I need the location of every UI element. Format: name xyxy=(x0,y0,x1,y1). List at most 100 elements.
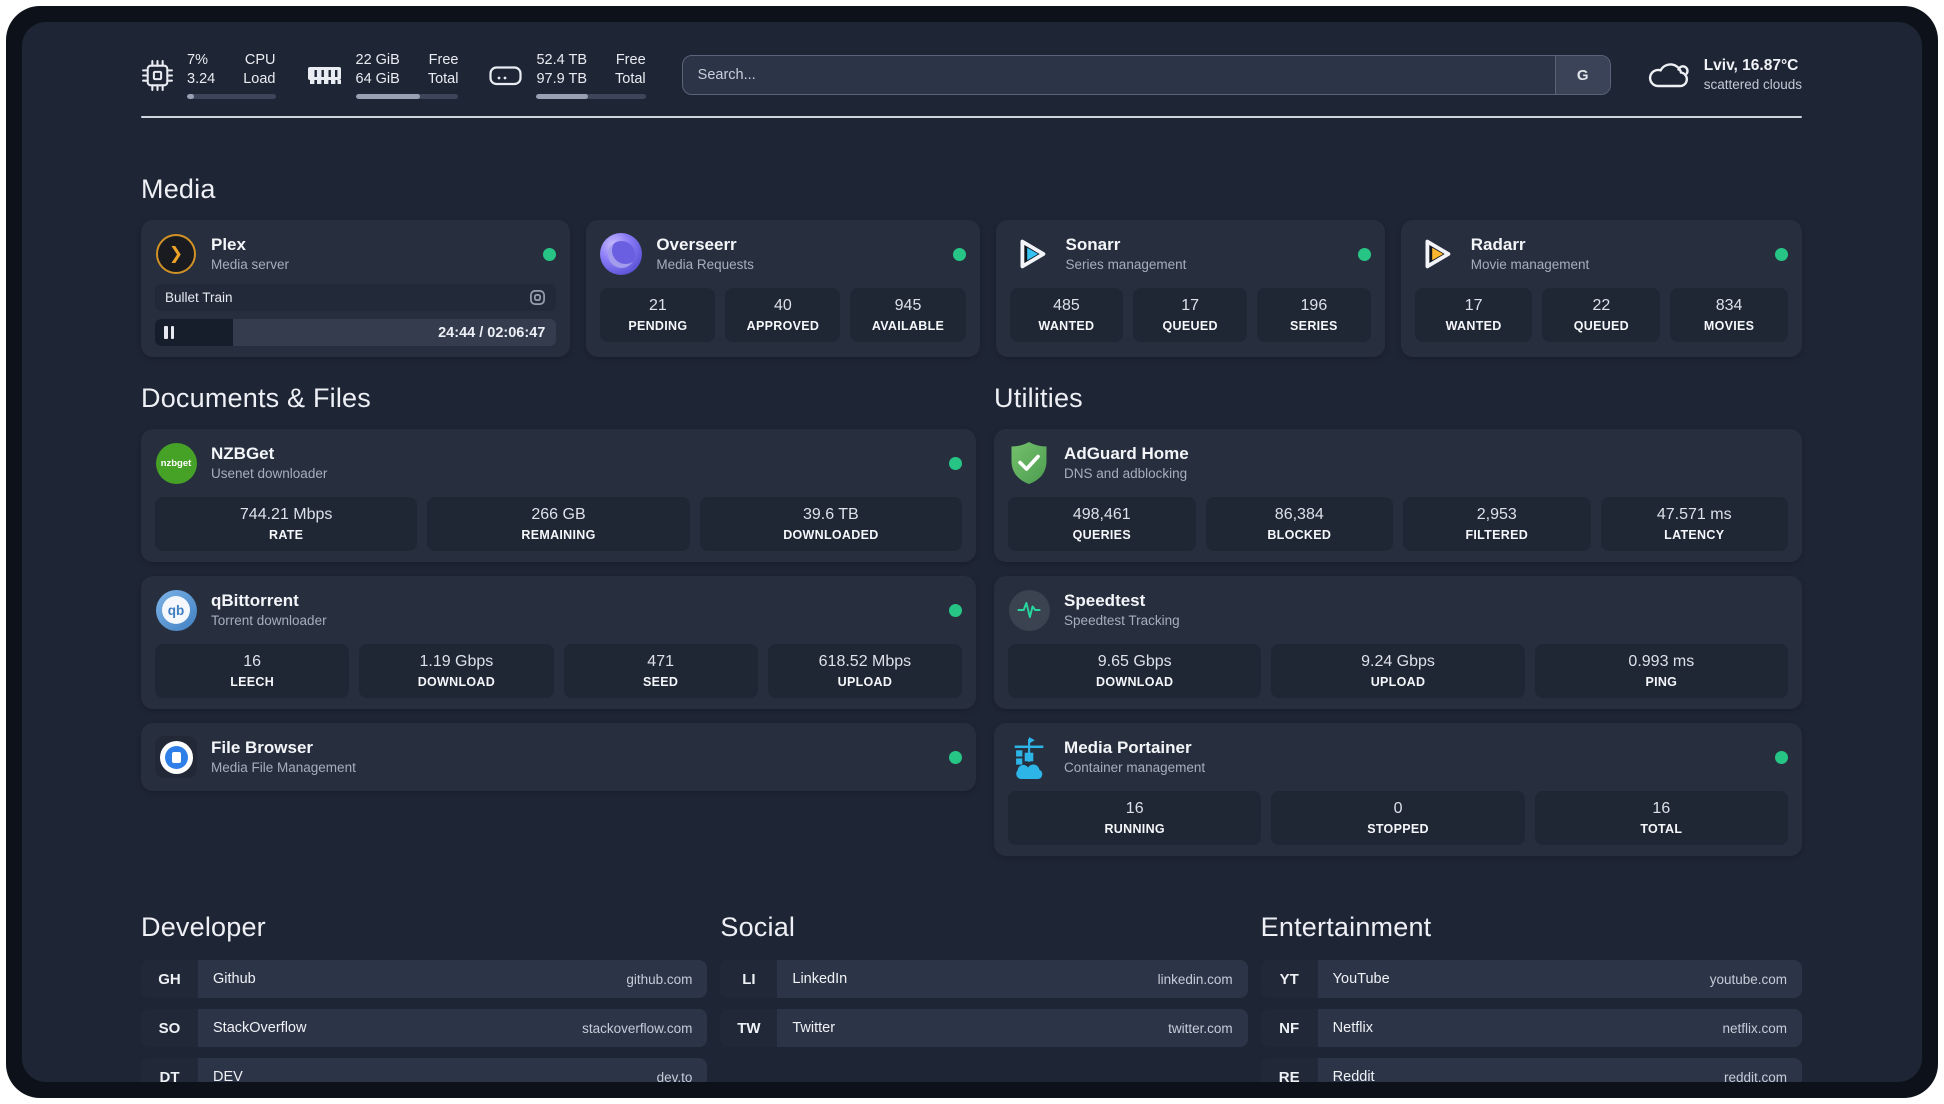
status-dot-online xyxy=(1774,750,1788,764)
bookmark-abbr: SO xyxy=(141,1009,198,1048)
sonarr-icon xyxy=(1010,233,1052,275)
bookmark-domain: youtube.com xyxy=(1709,971,1787,987)
app-description: DNS and adblocking xyxy=(1064,466,1188,482)
bookmark-abbr: TW xyxy=(720,1009,778,1048)
bookmark-domain: stackoverflow.com xyxy=(582,1020,693,1036)
weather-widget: Lviv, 16.87°C scattered clouds xyxy=(1645,56,1802,94)
memory-total: 64 GiB xyxy=(355,70,400,87)
stat-total: 16 TOTAL xyxy=(1534,791,1788,846)
cpu-icon xyxy=(141,59,174,92)
bookmark-domain: netflix.com xyxy=(1722,1020,1787,1036)
status-dot-online xyxy=(1357,247,1371,261)
memory-label-1: Free xyxy=(428,51,459,68)
overseerr-card[interactable]: Overseerr Media Requests 21 PENDING 40 APP… xyxy=(586,220,980,357)
now-playing-row: Bullet Train xyxy=(155,284,557,311)
status-dot-online xyxy=(949,456,963,470)
cpu-label-1: CPU xyxy=(244,51,276,68)
disk-icon xyxy=(488,62,523,89)
stat-latency: 47.571 ms LATENCY xyxy=(1600,497,1788,552)
cpu-progress-bar xyxy=(187,94,276,100)
pause-icon[interactable] xyxy=(164,326,174,339)
stat-remaining: 266 GB REMAINING xyxy=(427,497,690,552)
search-bar: G xyxy=(681,55,1611,95)
bookmark-youtube[interactable]: YT YouTube youtube.com xyxy=(1260,960,1802,999)
stat-pending: 21 PENDING xyxy=(600,288,716,343)
app-description: Movie management xyxy=(1470,257,1590,273)
stat-download: 1.19 Gbps DOWNLOAD xyxy=(359,644,554,699)
sonarr-card[interactable]: Sonarr Series management 485 WANTED 17 QUE… xyxy=(995,220,1385,357)
stat-queued: 17 QUEUED xyxy=(1133,288,1248,343)
now-playing-title: Bullet Train xyxy=(165,290,233,305)
playback-progress-fill xyxy=(155,319,234,346)
app-name: NZBGet xyxy=(211,443,275,463)
bookmark-linkedin[interactable]: LI LinkedIn linkedin.com xyxy=(720,960,1248,999)
bookmark-stackoverflow[interactable]: SO StackOverflow stackoverflow.com xyxy=(141,1009,708,1048)
stat-filtered: 2,953 FILTERED xyxy=(1403,497,1591,552)
dashboard: 7% 3.24 CPU Load xyxy=(22,22,1922,1082)
section-title-developer: Developer xyxy=(141,912,266,943)
stat-running: 16 RUNNING xyxy=(1008,791,1262,846)
disk-progress-fill xyxy=(536,94,588,100)
bookmark-abbr: NF xyxy=(1260,1009,1318,1048)
adguard-icon xyxy=(1008,442,1050,484)
plex-card[interactable]: ❯ Plex Media server Bullet Train xyxy=(141,220,571,357)
nzbget-card[interactable]: nzbget NZBGet Usenet downloader 744.21 M… xyxy=(141,429,977,563)
disk-label-1: Free xyxy=(615,51,646,68)
developer-column: Developer GH Github github.com SO StackO… xyxy=(141,912,708,1082)
section-title-entertainment: Entertainment xyxy=(1260,912,1432,943)
section-title-documents: Documents & Files xyxy=(141,383,371,413)
status-dot-online xyxy=(1774,247,1788,261)
adguard-card[interactable]: AdGuard Home DNS and adblocking 498,461 Q… xyxy=(994,429,1802,563)
memory-widget: 22 GiB 64 GiB Free Total xyxy=(306,51,459,100)
bookmark-twitter[interactable]: TW Twitter twitter.com xyxy=(720,1009,1248,1048)
stat-series: 196 SERIES xyxy=(1257,288,1371,343)
radarr-card[interactable]: Radarr Movie management 17 WANTED 22 QUEUE… xyxy=(1400,220,1802,357)
app-name: Speedtest xyxy=(1064,590,1146,610)
search-engine-button[interactable]: G xyxy=(1554,56,1610,94)
cpu-progress-fill xyxy=(187,94,195,100)
app-description: Media Requests xyxy=(656,257,754,273)
bookmark-reddit[interactable]: RE Reddit reddit.com xyxy=(1260,1058,1802,1082)
playback-time: 24:44 / 02:06:47 xyxy=(438,324,546,341)
app-description: Container management xyxy=(1064,760,1206,776)
stat-movies: 834 MOVIES xyxy=(1670,288,1788,343)
app-description: Series management xyxy=(1065,257,1187,273)
portainer-card[interactable]: Media Portainer Container management 16 R… xyxy=(994,723,1802,857)
bookmark-netflix[interactable]: NF Netflix netflix.com xyxy=(1260,1009,1802,1048)
cpu-percent: 7% xyxy=(187,51,208,68)
bookmark-domain: linkedin.com xyxy=(1157,971,1233,987)
app-description: Torrent downloader xyxy=(211,613,327,629)
entertainment-column: Entertainment YT YouTube youtube.com NF … xyxy=(1260,912,1802,1082)
bookmark-domain: twitter.com xyxy=(1168,1020,1233,1036)
memory-label-2: Total xyxy=(427,70,459,87)
cpu-label-2: Load xyxy=(243,70,276,87)
app-description: Speedtest Tracking xyxy=(1064,613,1180,629)
bookmark-domain: github.com xyxy=(626,971,693,987)
cpu-load: 3.24 xyxy=(187,70,216,87)
cpu-widget: 7% 3.24 CPU Load xyxy=(141,51,276,100)
bookmark-name: Reddit xyxy=(1332,1069,1375,1082)
app-description: Usenet downloader xyxy=(211,466,328,482)
bookmark-dev[interactable]: DT DEV dev.to xyxy=(141,1058,708,1082)
app-description: Media server xyxy=(211,257,290,273)
bookmark-name: Netflix xyxy=(1332,1020,1373,1037)
filebrowser-card[interactable]: File Browser Media File Management xyxy=(141,723,977,792)
bookmark-domain: dev.to xyxy=(656,1069,693,1082)
status-dot-online xyxy=(949,603,963,617)
stat-queries: 498,461 QUERIES xyxy=(1008,497,1196,552)
stat-leech: 16 LEECH xyxy=(155,644,350,699)
playback-progress-bar: 24:44 / 02:06:47 xyxy=(155,319,557,346)
memory-icon xyxy=(306,63,343,88)
weather-condition: scattered clouds xyxy=(1703,77,1802,93)
weather-location-temp: Lviv, 16.87°C xyxy=(1703,57,1799,75)
app-name: Overseerr xyxy=(656,234,737,254)
disk-widget: 52.4 TB 97.9 TB Free Total xyxy=(488,51,646,100)
bookmark-github[interactable]: GH Github github.com xyxy=(141,960,708,999)
search-input[interactable] xyxy=(681,55,1611,95)
bookmark-abbr: GH xyxy=(141,960,198,999)
nzbget-icon: nzbget xyxy=(155,442,197,484)
speedtest-card[interactable]: Speedtest Speedtest Tracking 9.65 Gbps DO… xyxy=(994,576,1802,710)
speedtest-icon xyxy=(1008,589,1050,631)
qbittorrent-card[interactable]: qb qBittorrent Torrent downloader 16 LEEC… xyxy=(141,576,977,710)
qbittorrent-icon: qb xyxy=(155,589,197,631)
